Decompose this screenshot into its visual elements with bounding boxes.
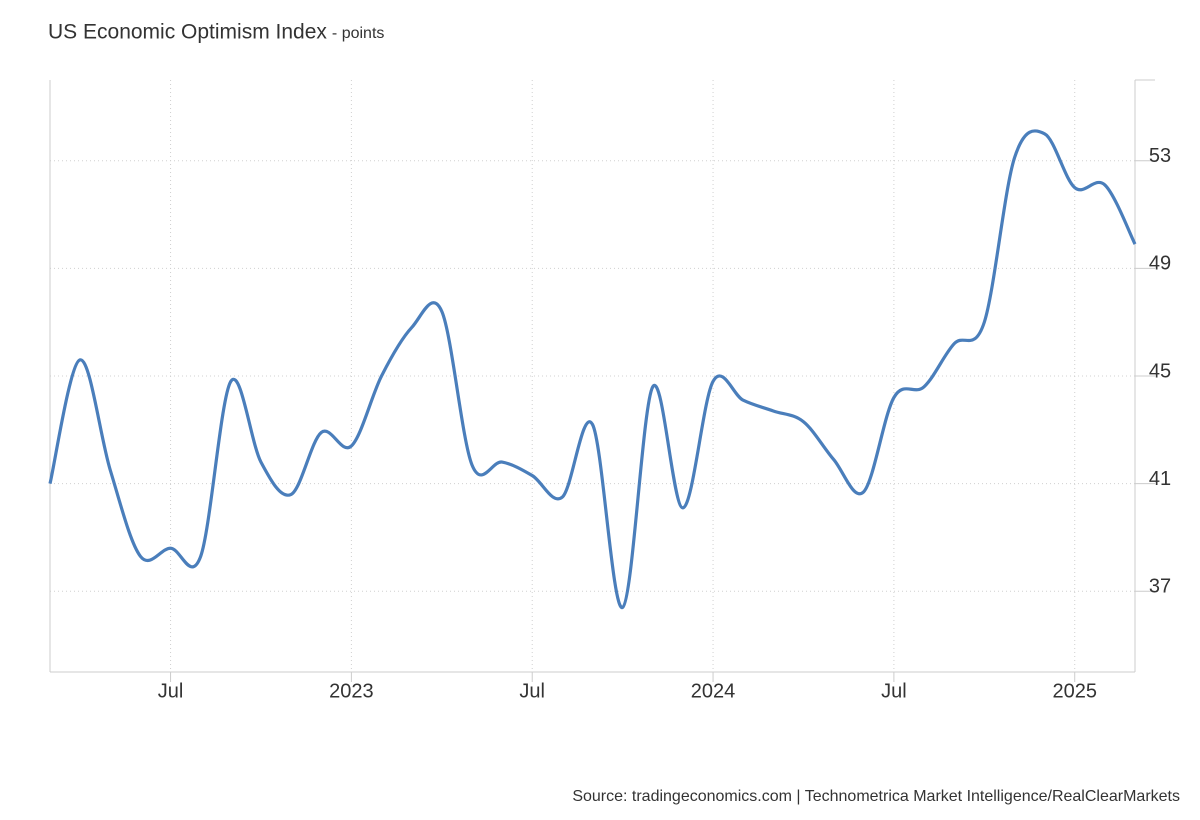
x-tick-label: Jul: [519, 680, 545, 702]
y-tick-label: 49: [1149, 253, 1171, 275]
x-tick-label: 2024: [691, 680, 736, 702]
source: Source: tradingeconomics.com | Technomet…: [572, 788, 1180, 805]
chart-title: US Economic Optimism Index: [48, 21, 327, 44]
y-tick-label: 45: [1149, 360, 1171, 382]
y-tick-label: 41: [1149, 468, 1171, 490]
x-tick-label: Jul: [881, 680, 907, 702]
y-tick-label: 53: [1149, 145, 1171, 167]
x-tick-label: 2023: [329, 680, 374, 702]
data-line: [48, 129, 1137, 610]
chart-subtitle: - points: [332, 25, 384, 42]
x-tick-label: Jul: [158, 680, 184, 702]
y-tick-label: 37: [1149, 576, 1171, 598]
x-tick-label: 2025: [1052, 680, 1097, 702]
